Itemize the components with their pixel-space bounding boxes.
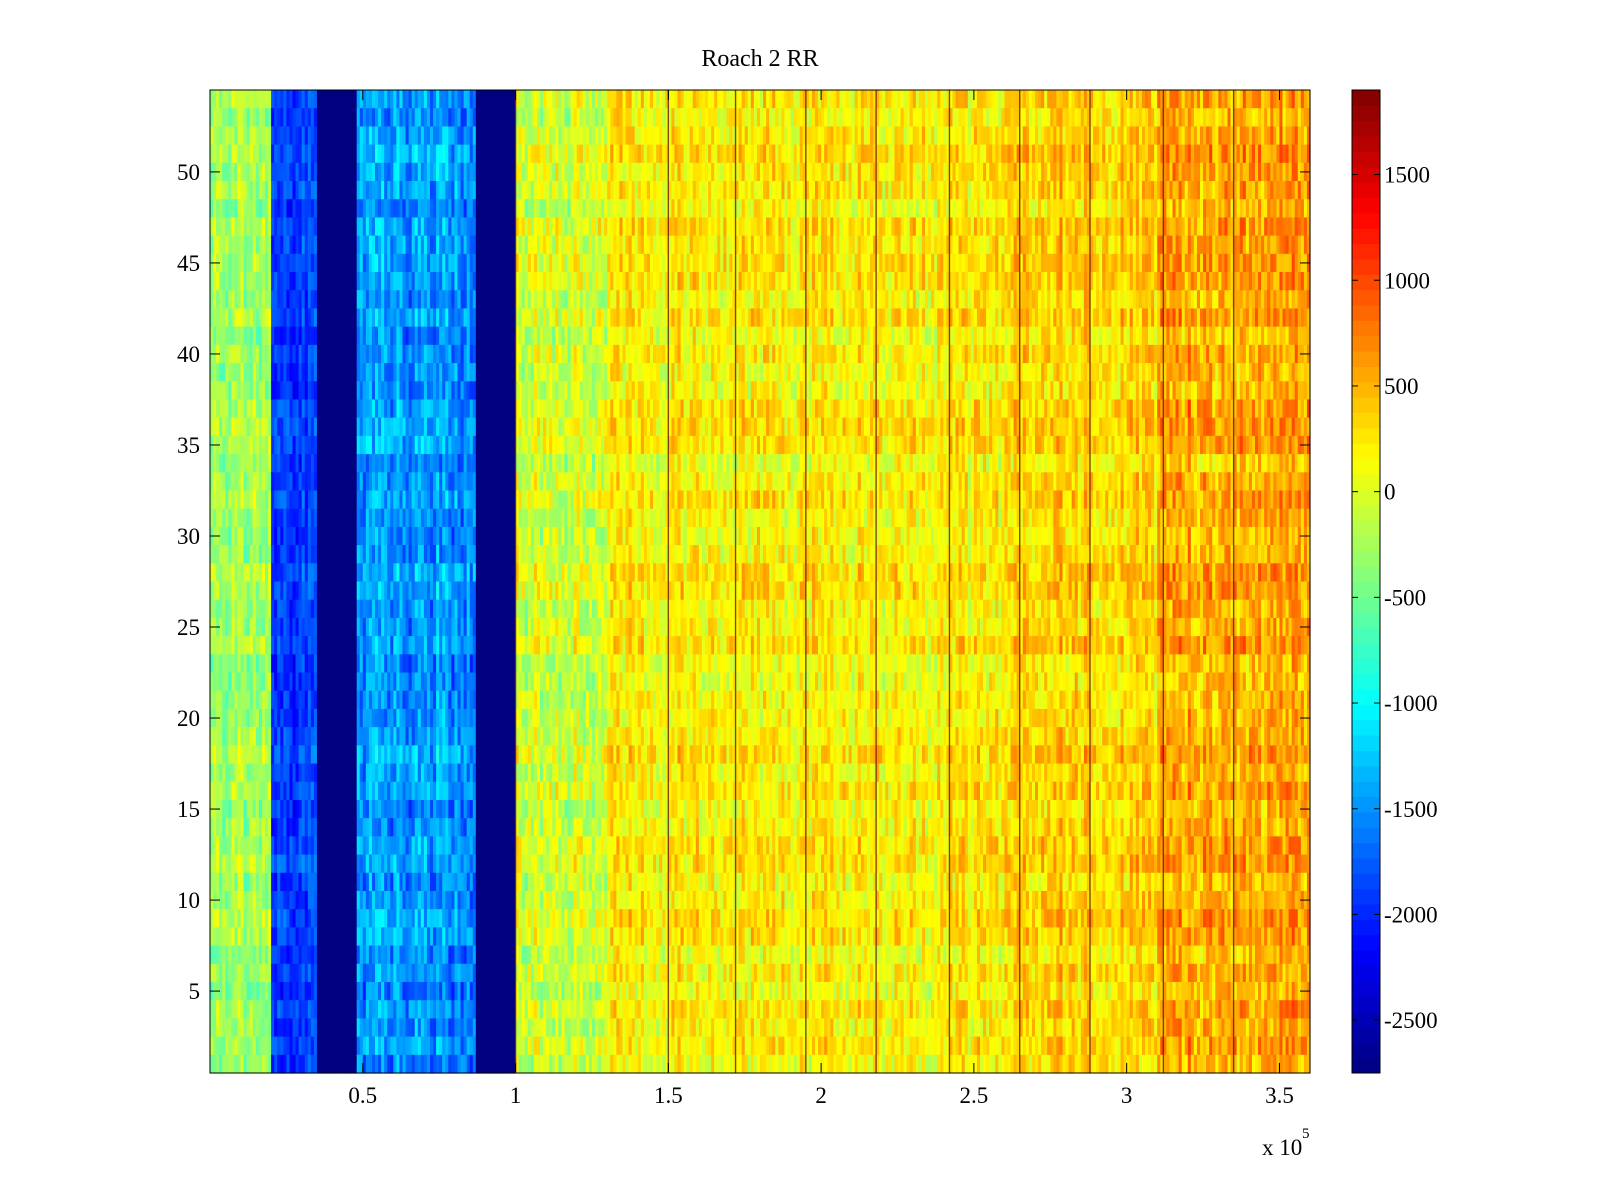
heatmap-area bbox=[210, 90, 1311, 1074]
chart-title: Roach 2 RR bbox=[701, 46, 818, 72]
figure: Roach 2 RR 0.5 1 1.5 2 2.5 3 3.5 5101520253035… bbox=[0, 0, 1600, 1200]
heatmap-cells bbox=[210, 90, 1311, 1074]
